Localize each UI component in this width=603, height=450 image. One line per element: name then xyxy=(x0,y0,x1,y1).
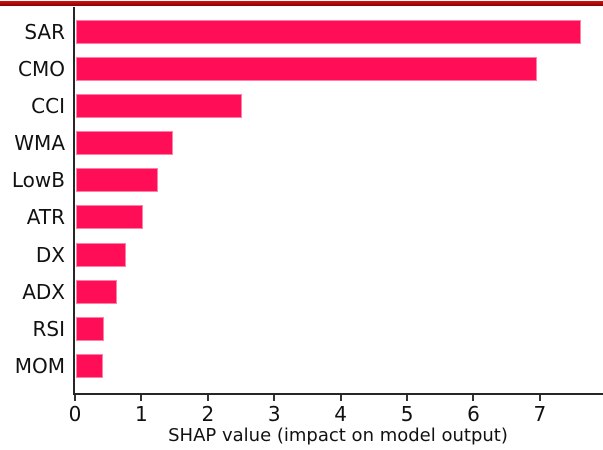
x-tick-label-5: 5 xyxy=(400,402,414,426)
x-tick-label-4: 4 xyxy=(334,402,348,426)
x-tick-mark-2 xyxy=(206,395,209,401)
category-label-atr: ATR xyxy=(26,205,65,230)
shap-bar-wma xyxy=(76,131,174,156)
x-tick-mark-4 xyxy=(339,395,342,401)
x-tick-mark-7 xyxy=(538,395,541,401)
shap-bar-mom xyxy=(76,354,103,379)
category-label-wma: WMA xyxy=(14,131,65,156)
shap-bar-adx xyxy=(76,279,117,304)
x-tick-mark-0 xyxy=(74,395,76,401)
shap-bar-rsi xyxy=(76,316,105,341)
category-label-adx: ADX xyxy=(22,279,65,304)
shap-bar-cci xyxy=(76,93,243,118)
category-label-mom: MOM xyxy=(14,354,65,379)
x-axis-spine xyxy=(73,393,603,395)
shap-bar-sar xyxy=(76,19,582,44)
top-divider-rule xyxy=(0,1,603,6)
x-tick-label-3: 3 xyxy=(267,402,281,426)
x-tick-label-0: 0 xyxy=(68,402,82,426)
x-tick-label-7: 7 xyxy=(533,402,547,426)
shap-bar-lowb xyxy=(76,168,159,193)
x-tick-mark-1 xyxy=(140,395,143,401)
shap-bar-atr xyxy=(76,205,144,230)
x-tick-label-2: 2 xyxy=(201,402,215,426)
y-axis-spine xyxy=(73,7,75,395)
category-label-rsi: RSI xyxy=(32,316,66,341)
category-label-cci: CCI xyxy=(31,93,65,118)
category-label-cmo: CMO xyxy=(18,56,65,81)
x-tick-mark-6 xyxy=(472,395,475,401)
shap-bar-dx xyxy=(76,242,127,267)
x-tick-label-6: 6 xyxy=(467,402,480,426)
x-tick-label-1: 1 xyxy=(135,402,148,426)
x-tick-mark-3 xyxy=(273,395,276,401)
category-label-lowb: LowB xyxy=(11,168,65,193)
category-label-dx: DX xyxy=(35,242,65,267)
x-axis-title: SHAP value (impact on model output) xyxy=(168,425,508,446)
x-tick-mark-5 xyxy=(406,395,409,401)
category-label-sar: SAR xyxy=(24,19,65,44)
shap-bar-cmo xyxy=(76,56,537,81)
